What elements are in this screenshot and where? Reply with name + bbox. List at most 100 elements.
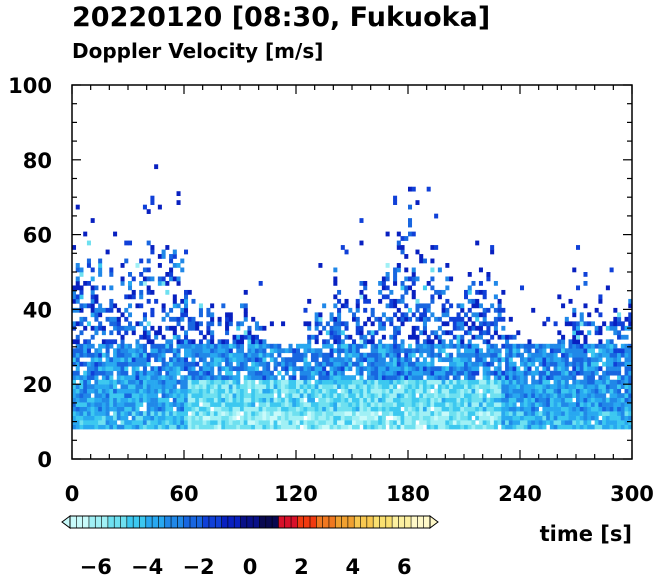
heatmap-cell <box>497 393 502 398</box>
heatmap-cell <box>381 402 386 407</box>
heatmap-cell <box>86 280 91 286</box>
heatmap-cell <box>98 420 103 425</box>
heatmap-cell <box>176 411 181 416</box>
colorbar-tick-label: −6 <box>80 555 112 577</box>
heatmap-cell <box>128 280 133 286</box>
heatmap-cell <box>94 294 99 300</box>
heatmap-cell <box>348 357 353 363</box>
heatmap-cell <box>561 402 566 407</box>
heatmap-cell <box>240 361 245 367</box>
heatmap-cell <box>538 402 543 407</box>
heatmap-cell <box>124 402 129 407</box>
heatmap-cell <box>348 379 353 385</box>
heatmap-cell <box>266 384 271 389</box>
heatmap-cell <box>531 420 536 425</box>
heatmap-cell <box>561 424 566 430</box>
heatmap-cell <box>363 379 368 385</box>
heatmap-cell <box>456 384 461 389</box>
heatmap-cell <box>363 384 368 389</box>
heatmap-cell <box>139 379 144 385</box>
heatmap-cell <box>72 289 77 295</box>
heatmap-cell <box>240 321 245 327</box>
heatmap-cell <box>325 411 330 416</box>
heatmap-cell <box>154 375 159 381</box>
heatmap-cell <box>497 357 502 363</box>
heatmap-cell <box>165 245 170 250</box>
heatmap-cell <box>131 361 136 367</box>
heatmap-cell <box>426 424 431 430</box>
heatmap-cell <box>415 307 420 313</box>
heatmap-cell <box>176 370 181 376</box>
heatmap-cell <box>94 307 99 313</box>
heatmap-cell <box>471 343 476 349</box>
heatmap-cell <box>493 384 498 389</box>
heatmap-cell <box>452 388 457 394</box>
heatmap-cell <box>624 384 629 389</box>
heatmap-cell <box>609 348 614 354</box>
heatmap-cell <box>411 312 416 318</box>
heatmap-cell <box>150 384 155 389</box>
heatmap-cell <box>191 325 196 331</box>
heatmap-cell <box>467 343 472 349</box>
heatmap-cell <box>284 348 289 354</box>
heatmap-cell <box>370 348 375 354</box>
heatmap-cell <box>437 357 442 363</box>
heatmap-cell <box>587 397 592 403</box>
heatmap-cell <box>590 343 595 349</box>
heatmap-cell <box>340 366 345 372</box>
heatmap-cell <box>493 397 498 403</box>
heatmap-cell <box>434 406 439 412</box>
heatmap-cell <box>187 379 192 385</box>
heatmap-cell <box>464 406 469 412</box>
heatmap-cell <box>187 361 192 367</box>
heatmap-cell <box>467 415 472 421</box>
heatmap-cell <box>396 348 401 354</box>
heatmap-cell <box>124 294 129 300</box>
heatmap-cell <box>105 370 110 376</box>
heatmap-cell <box>613 307 618 313</box>
heatmap-cells <box>72 164 633 430</box>
heatmap-cell <box>213 375 218 381</box>
heatmap-cell <box>598 343 603 349</box>
heatmap-cell <box>583 334 588 340</box>
heatmap-cell <box>169 343 174 349</box>
heatmap-cell <box>549 375 554 381</box>
heatmap-cell <box>340 348 345 354</box>
colorbar-swatch <box>145 516 165 528</box>
heatmap-cell <box>210 361 215 367</box>
heatmap-cell <box>120 339 125 345</box>
heatmap-cell <box>467 406 472 412</box>
heatmap-cell <box>72 375 77 381</box>
heatmap-cell <box>333 361 338 367</box>
heatmap-cell <box>609 406 614 412</box>
heatmap-cell <box>355 406 360 412</box>
heatmap-cell <box>348 402 353 407</box>
heatmap-cell <box>475 379 480 385</box>
heatmap-cell <box>366 298 371 304</box>
heatmap-cell <box>105 375 110 381</box>
heatmap-cell <box>243 334 248 340</box>
heatmap-cell <box>404 411 409 416</box>
heatmap-cell <box>75 276 80 282</box>
heatmap-cell <box>322 325 327 331</box>
heatmap-cell <box>337 384 342 389</box>
heatmap-cell <box>396 370 401 376</box>
heatmap-cell <box>94 388 99 394</box>
heatmap-cell <box>590 415 595 421</box>
heatmap-cell <box>273 348 278 354</box>
heatmap-cell <box>609 424 614 430</box>
heatmap-cell <box>475 357 480 363</box>
heatmap-cell <box>590 393 595 398</box>
heatmap-cell <box>113 348 118 354</box>
heatmap-cell <box>281 388 286 394</box>
heatmap-cell <box>273 361 278 367</box>
heatmap-cell <box>486 325 491 331</box>
heatmap-cell <box>617 361 622 367</box>
heatmap-cell <box>598 352 603 358</box>
heatmap-cell <box>396 240 401 246</box>
heatmap-cell <box>344 379 349 385</box>
heatmap-cell <box>400 415 405 421</box>
heatmap-cell <box>243 397 248 403</box>
heatmap-cell <box>396 361 401 367</box>
heatmap-cell <box>467 330 472 336</box>
